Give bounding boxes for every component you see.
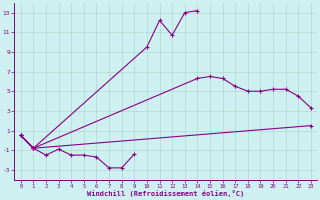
X-axis label: Windchill (Refroidissement éolien,°C): Windchill (Refroidissement éolien,°C) <box>87 190 244 197</box>
